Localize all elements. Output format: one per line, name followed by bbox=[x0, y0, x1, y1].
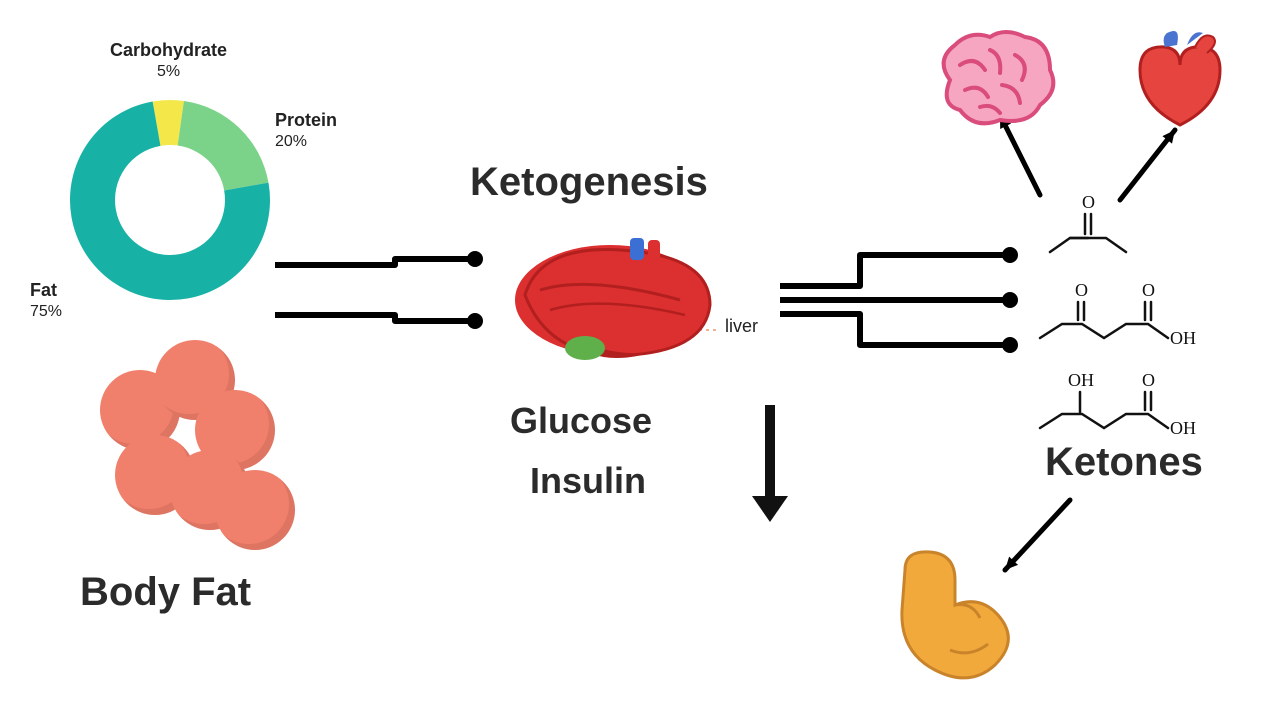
liver-icon bbox=[510, 220, 740, 380]
heading-insulin: Insulin bbox=[530, 460, 646, 502]
svg-text:OH: OH bbox=[1068, 370, 1094, 390]
ketone-molecules: O O O OH OH O OH bbox=[1020, 190, 1240, 450]
svg-text:O: O bbox=[1142, 370, 1155, 390]
svg-text:O: O bbox=[1142, 280, 1155, 300]
brain-icon bbox=[930, 25, 1060, 135]
heading-ketones: Ketones bbox=[1045, 440, 1203, 485]
molecule-acetone: O bbox=[1050, 192, 1126, 252]
molecule-acetoacetate: O O OH bbox=[1040, 280, 1196, 348]
heading-ketogenesis: Ketogenesis bbox=[470, 160, 708, 205]
svg-text:OH: OH bbox=[1170, 328, 1196, 348]
muscle-icon bbox=[880, 540, 1030, 690]
svg-text:O: O bbox=[1075, 280, 1088, 300]
svg-text:OH: OH bbox=[1170, 418, 1196, 438]
heading-glucose: Glucose bbox=[510, 400, 652, 442]
svg-text:O: O bbox=[1082, 192, 1095, 212]
heart-icon bbox=[1125, 25, 1235, 135]
molecule-bhb: OH O OH bbox=[1040, 370, 1196, 438]
label-liver: liver bbox=[725, 316, 758, 337]
